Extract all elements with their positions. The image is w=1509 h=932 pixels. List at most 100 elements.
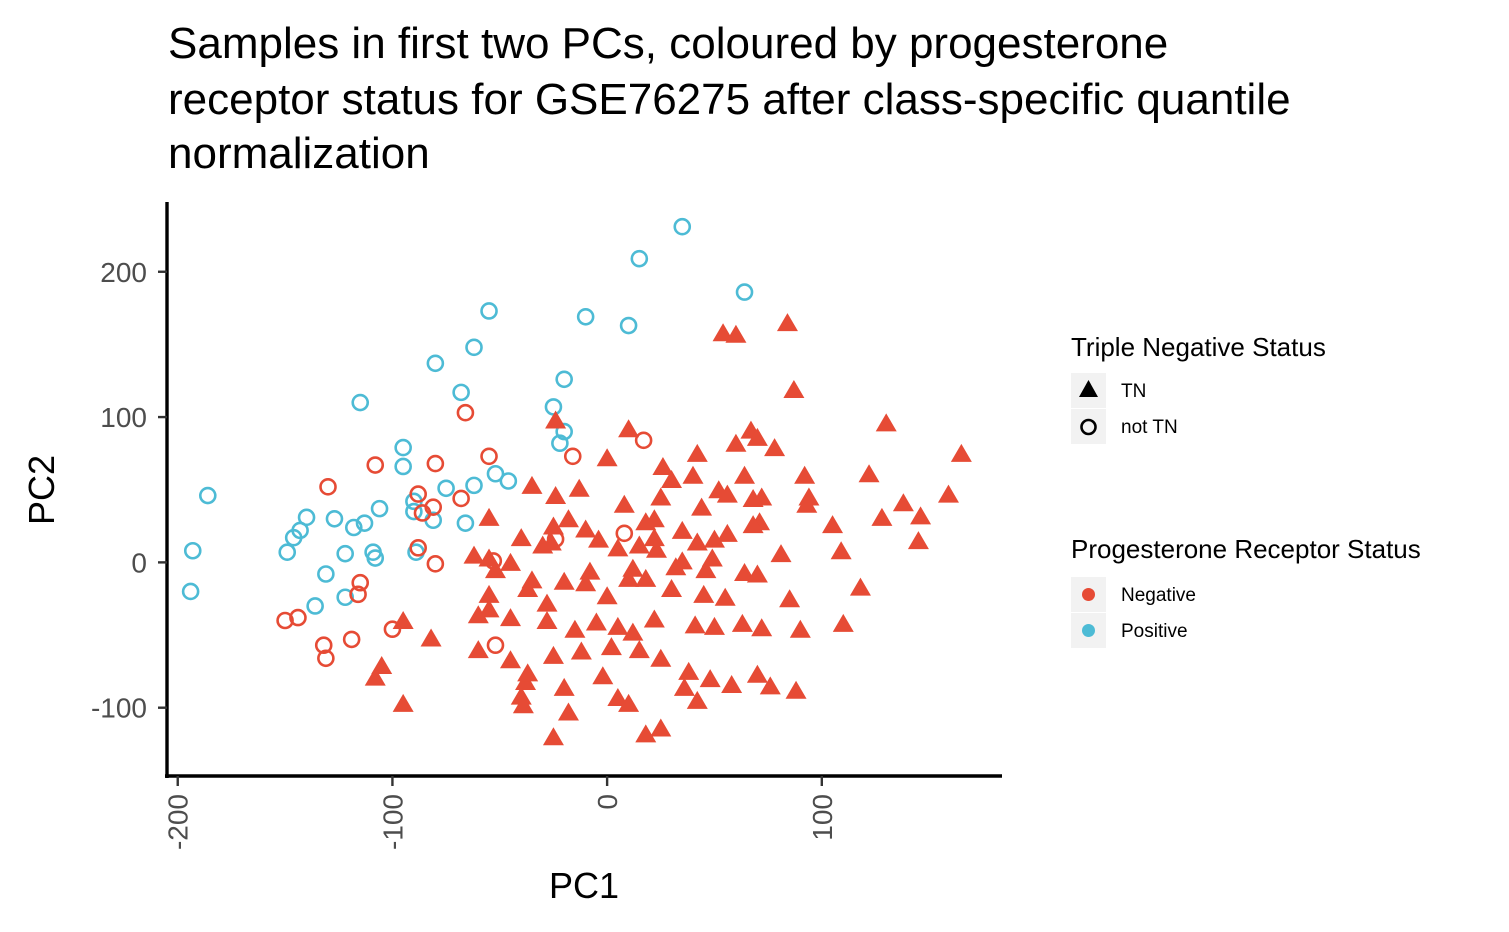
data-point-circle [426, 454, 445, 473]
data-point-triangle [937, 484, 959, 503]
data-point-triangle [794, 465, 816, 484]
data-point-triangle [622, 558, 644, 577]
data-point-circle [317, 565, 335, 583]
data-point-triangle [746, 564, 768, 583]
data-point-triangle [564, 619, 586, 638]
data-point-triangle [607, 538, 629, 557]
data-point-circle [351, 573, 370, 592]
data-point-triangle [714, 587, 736, 606]
data-point-circle [342, 630, 361, 649]
data-point-circle [306, 597, 324, 615]
data-point-circle [383, 620, 402, 639]
data-point-triangle [596, 586, 618, 605]
data-point-triangle [392, 611, 414, 630]
data-point-triangle [721, 674, 743, 693]
data-point-circle [555, 422, 573, 441]
data-point-triangle [607, 688, 629, 707]
legend-label-negative: Negative [1121, 585, 1196, 606]
data-point-triangle [517, 579, 539, 598]
data-point-triangle [635, 568, 657, 587]
data-point-triangle [779, 589, 801, 608]
data-point-triangle [622, 622, 644, 641]
data-point-triangle [684, 615, 706, 634]
data-point-triangle [703, 529, 725, 548]
data-point-triangle [671, 520, 693, 539]
legend-label-positive: Positive [1121, 621, 1188, 642]
data-point-triangle [618, 419, 640, 438]
y-tick-label: 0 [131, 547, 147, 578]
data-point-circle [426, 555, 445, 573]
data-point-triangle [510, 686, 532, 705]
data-point-triangle [725, 324, 747, 343]
data-point-triangle [532, 535, 554, 554]
data-point-triangle [545, 410, 567, 429]
data-point-circle [181, 582, 200, 601]
data-point-triangle [536, 611, 558, 630]
x-axis-title: PC1 [549, 865, 619, 906]
data-point-triangle [542, 645, 564, 664]
data-point-triangle [712, 323, 734, 342]
data-point-circle [634, 431, 653, 450]
data-point-triangle [746, 664, 768, 683]
data-point-triangle [691, 497, 713, 516]
data-point-circle [555, 370, 573, 389]
data-point-circle [486, 636, 505, 655]
data-point-circle [355, 514, 374, 532]
data-point-triangle [652, 456, 674, 475]
data-point-triangle [500, 608, 522, 627]
data-point-triangle [759, 676, 781, 695]
data-point-circle [349, 585, 367, 604]
data-point-triangle [517, 663, 539, 682]
data-point-triangle [849, 577, 871, 596]
data-point-triangle [742, 515, 764, 534]
data-point-circle [325, 509, 344, 528]
data-point-circle [735, 283, 754, 301]
y-tick-label: -100 [91, 693, 147, 724]
data-point-triangle [725, 433, 747, 452]
legend-key-bg-not-tn [1071, 409, 1106, 444]
data-point-circle [336, 544, 354, 563]
data-point-triangle [484, 560, 506, 579]
data-point-triangle [536, 593, 558, 612]
data-point-circle [183, 541, 202, 560]
data-point-triangle [686, 443, 708, 462]
data-point-triangle [463, 545, 485, 564]
data-point-triangle [789, 619, 811, 638]
data-point-triangle [785, 680, 807, 699]
data-point-circle [319, 478, 337, 496]
data-point-circle [544, 398, 563, 416]
data-point-triangle [643, 609, 665, 628]
data-point-triangle [596, 448, 618, 467]
data-point-circle [314, 636, 333, 655]
chart-title-line-2: receptor status for GSE76275 after class… [168, 75, 1291, 124]
data-point-circle [673, 217, 692, 236]
data-point-triangle [568, 478, 590, 497]
data-point-triangle [467, 640, 489, 659]
data-point-triangle [892, 493, 914, 512]
data-point-circle [452, 383, 470, 402]
data-point-triangle [678, 661, 700, 680]
data-point-circle [276, 611, 294, 630]
data-point-triangle [478, 599, 500, 618]
data-point-triangle [545, 486, 567, 505]
data-point-circle [452, 489, 470, 508]
data-point-triangle [478, 584, 500, 603]
data-point-triangle [635, 724, 657, 743]
legend-shape: Triple Negative Status TN not TN [1071, 332, 1326, 444]
data-point-circle [456, 403, 475, 422]
x-ticks: -200 -100 0 100 [163, 776, 838, 850]
data-point-triangle [478, 548, 500, 567]
data-point-triangle [734, 465, 756, 484]
data-point-triangle [716, 484, 738, 503]
data-point-circle [619, 316, 638, 335]
open-circle-icon [1080, 418, 1097, 436]
data-point-triangle [764, 438, 786, 457]
data-point-triangle [575, 519, 597, 538]
data-point-triangle [645, 539, 667, 558]
data-point-triangle [699, 669, 721, 688]
data-point-triangle [521, 475, 543, 494]
data-point-triangle [600, 637, 622, 656]
data-point-circle [480, 302, 498, 320]
data-point-triangle [588, 529, 610, 548]
